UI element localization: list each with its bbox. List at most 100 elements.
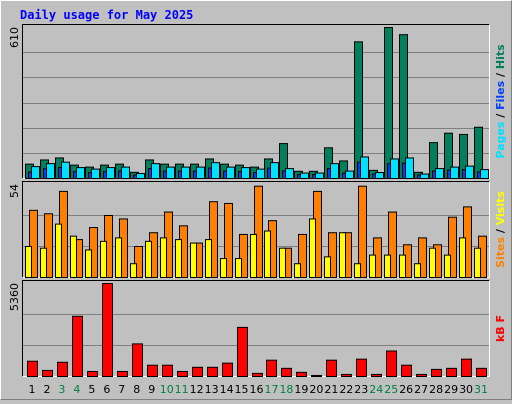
bar [115,237,122,278]
bar [134,246,143,278]
legend-entry: Pages [494,121,507,159]
bar [356,358,367,378]
bar [181,166,190,179]
bar [76,167,85,180]
x-tick-label: 15 [235,383,249,396]
x-tick-label: 4 [73,383,80,396]
bar [375,172,384,180]
x-tick-label: 17 [264,383,278,396]
x-tick-label: 25 [384,383,398,396]
bar [160,237,167,278]
bar [25,246,32,278]
x-tick-label: 29 [444,383,458,396]
x-tick-label: 27 [414,383,428,396]
bar [121,166,130,179]
bar [162,364,173,377]
bar [207,366,218,378]
bar [252,372,263,377]
bar [386,350,397,378]
bar [224,202,233,278]
legend-separator: / [494,69,507,81]
x-tick-label: 24 [369,383,383,396]
x-tick-label: 20 [309,383,323,396]
bar [459,237,466,278]
bar [429,247,436,279]
bar [420,173,429,180]
legend-entry: Hits [494,44,507,69]
bar [190,242,197,278]
bar [401,364,412,377]
bar [431,368,442,378]
bar [384,27,393,179]
bar [27,360,38,378]
bar [360,156,369,179]
bar [237,326,248,378]
x-tick-label: 28 [429,383,443,396]
bar [354,263,361,279]
bar [87,370,98,378]
bar [384,254,391,279]
bar [330,163,339,179]
legend: Pages / Files / Hits [494,44,507,159]
bar [254,185,263,279]
legend-entry: Visits [494,191,507,226]
bar [341,373,352,377]
x-tick-label: 5 [88,383,95,396]
bar [399,254,406,279]
bar [72,315,83,377]
plot-border-dark [22,24,490,179]
legend-entry: Files [494,80,507,110]
plot-area [22,280,490,377]
bar [390,158,399,179]
bar [61,161,70,179]
bar [250,233,257,278]
bar [270,162,279,180]
bar [450,166,459,179]
plot-area [22,24,490,179]
bar [311,374,322,377]
bar [476,367,487,378]
bar [31,166,40,179]
bar [446,367,457,378]
bar [264,230,271,278]
bar [296,371,307,377]
bar [102,283,113,377]
bar [226,166,235,179]
x-tick-label: 12 [190,383,204,396]
bar [166,166,175,179]
bar [91,168,100,180]
chart-title: Daily usage for May 2025 [20,8,193,22]
bar [106,167,115,180]
bar [300,172,309,179]
x-tick-label: 19 [294,383,308,396]
y-tick-label: 610 [8,27,21,48]
x-tick-label: 11 [175,383,189,396]
bar [239,233,248,278]
bar [326,359,337,378]
x-tick-label: 18 [279,383,293,396]
bar [405,157,414,180]
x-tick-label: 16 [250,383,264,396]
plot-border-dark [22,280,490,377]
bar [29,209,38,278]
bar [474,247,481,279]
legend-entry: Sites [494,237,507,268]
bar [220,258,227,278]
bar [256,168,265,180]
bar [480,169,489,180]
bar [388,211,397,278]
bar [465,165,474,180]
bar [418,237,427,278]
bar [117,370,128,378]
bar [192,366,203,378]
x-tick-label: 22 [339,383,353,396]
bar [328,232,337,279]
x-tick-label: 14 [220,383,234,396]
x-tick-label: 6 [103,383,110,396]
bar [315,172,324,179]
bar [151,163,160,179]
bar [46,163,55,179]
bar [235,258,242,278]
